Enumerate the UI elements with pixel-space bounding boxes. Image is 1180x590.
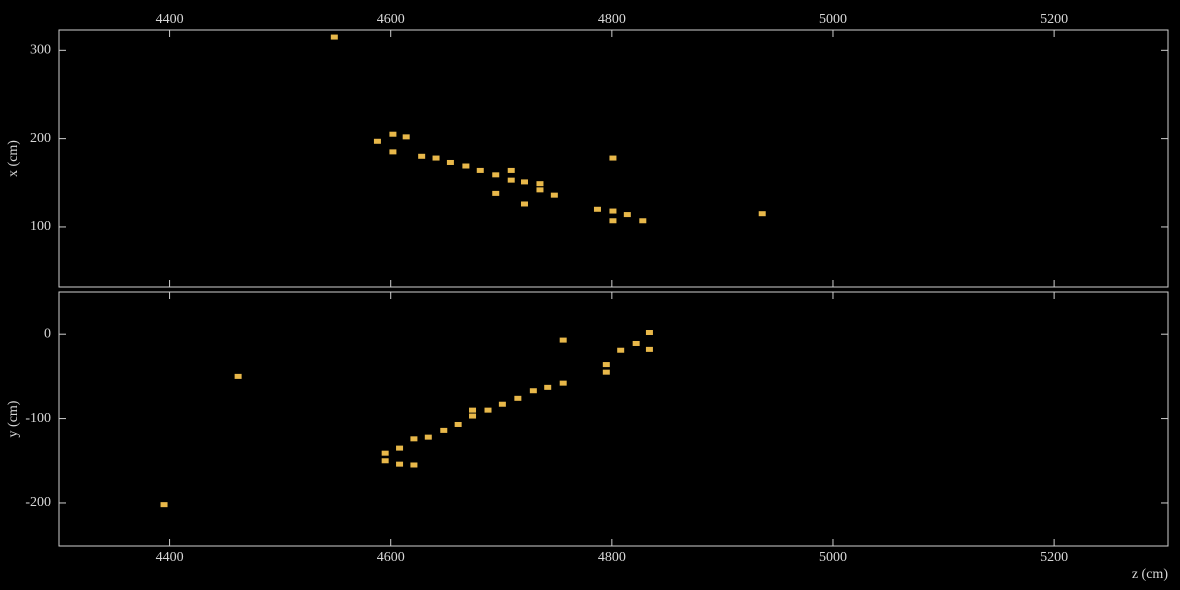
hit xyxy=(402,134,410,140)
y-tick-label: 200 xyxy=(30,131,51,146)
y-tick-label: -100 xyxy=(25,411,51,426)
hit xyxy=(550,192,558,198)
hit xyxy=(536,181,544,187)
hit xyxy=(632,340,640,346)
hit xyxy=(410,436,418,442)
hit xyxy=(492,172,500,178)
hit xyxy=(617,347,625,353)
hit xyxy=(559,380,567,386)
hit xyxy=(623,212,631,218)
y-tick-label: 0 xyxy=(44,326,51,341)
plot-frame xyxy=(58,291,1169,547)
hit xyxy=(559,337,567,343)
hit xyxy=(484,407,492,413)
x-tick-label: 5000 xyxy=(819,550,847,565)
hit xyxy=(454,421,462,427)
hit xyxy=(469,413,477,419)
x-tick-label: 4600 xyxy=(377,550,405,565)
hit xyxy=(609,155,617,161)
hit xyxy=(507,177,515,183)
hit xyxy=(602,362,610,368)
x-tick-label: 4400 xyxy=(156,12,184,27)
hit xyxy=(410,462,418,468)
hit xyxy=(418,153,426,159)
x-tick-label: 5200 xyxy=(1040,12,1068,27)
hit xyxy=(529,388,537,394)
hit xyxy=(507,167,515,173)
plot-frame xyxy=(58,29,1169,288)
hit xyxy=(514,395,522,401)
x-tick-label: 4600 xyxy=(377,12,405,27)
hit xyxy=(645,346,653,352)
y-tick-label: 300 xyxy=(30,43,51,58)
y-tick-label: 100 xyxy=(30,219,51,234)
hit xyxy=(476,167,484,173)
hit xyxy=(544,384,552,390)
hit xyxy=(469,407,477,413)
hit xyxy=(234,373,242,379)
hit xyxy=(462,163,470,169)
x-tick-label: 4800 xyxy=(598,550,626,565)
hit xyxy=(639,218,647,224)
x-axis-label: z (cm) xyxy=(1132,567,1168,582)
hit xyxy=(609,218,617,224)
y-axis-label: x (cm) xyxy=(6,140,21,177)
hit xyxy=(492,190,500,196)
hit xyxy=(593,206,601,212)
hit xyxy=(381,458,389,464)
hit xyxy=(381,450,389,456)
hit xyxy=(609,208,617,214)
hit xyxy=(389,131,397,137)
hit xyxy=(373,138,381,144)
hit xyxy=(520,179,528,185)
x-tick-label: 5000 xyxy=(819,12,847,27)
hit xyxy=(536,187,544,193)
hit xyxy=(389,149,397,155)
hit xyxy=(446,159,454,165)
x-tick-label: 5200 xyxy=(1040,550,1068,565)
y-tick-label: -200 xyxy=(25,495,51,510)
x-tick-label: 4800 xyxy=(598,12,626,27)
hit xyxy=(602,369,610,375)
hit xyxy=(396,461,404,467)
hit xyxy=(520,201,528,207)
x-tick-label: 4400 xyxy=(156,550,184,565)
hit xyxy=(424,434,432,440)
y-axis-label: y (cm) xyxy=(6,400,21,437)
hit xyxy=(758,211,766,217)
hit xyxy=(645,330,653,336)
hit xyxy=(498,401,506,407)
hit xyxy=(440,427,448,433)
hit xyxy=(330,34,338,40)
hit xyxy=(396,445,404,451)
hit xyxy=(160,502,168,508)
hit xyxy=(432,155,440,161)
